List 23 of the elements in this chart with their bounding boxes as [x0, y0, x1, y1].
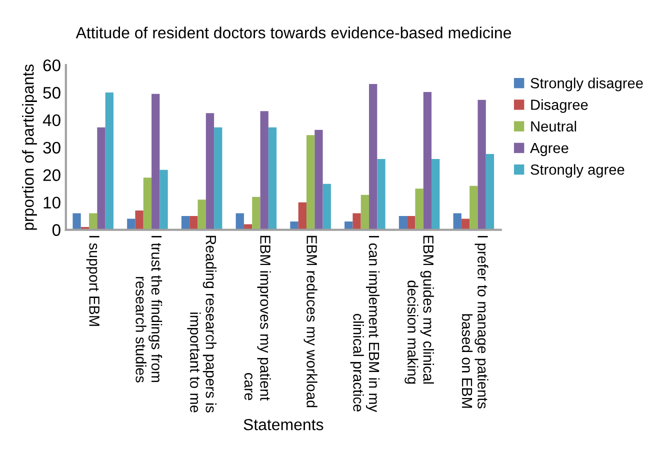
- x-tick-label: EBM guides my clinical decision making: [404, 236, 434, 384]
- y-tick-label: 20: [43, 169, 60, 182]
- x-tick-label: I can implement EBM in my clinical practice: [350, 236, 380, 412]
- y-tick-label: 40: [42, 114, 60, 126]
- legend-label: Strongly disagree: [530, 78, 643, 92]
- x-tick-label: I trust the findings from research studies: [136, 236, 162, 382]
- legend-label: Neutral: [531, 120, 576, 132]
- y-tick-label: 50: [43, 86, 60, 99]
- y-axis-title: prportion of participants: [22, 64, 37, 230]
- legend-label: Strongly agree: [530, 164, 624, 178]
- y-tick-label: 10: [44, 196, 60, 209]
- x-tick-label: I support EBM: [86, 236, 100, 326]
- y-tick-label: 60: [43, 59, 60, 72]
- x-tick-label: I prefer to manage patients based on EBM: [462, 236, 488, 408]
- legend-label: Disagree: [531, 99, 588, 113]
- y-tick-label: 30: [43, 142, 60, 154]
- y-tick-label: 0: [52, 224, 60, 236]
- x-axis-title: Statements: [244, 418, 324, 430]
- x-tick-label: EBM reduces my workload: [304, 236, 318, 408]
- chart-title: Attitude of resident doctors towards evidence-based medicine: [76, 26, 512, 38]
- legend-label: Agree: [530, 143, 568, 156]
- x-tick-label: Reading research papers is important to me: [187, 236, 216, 412]
- x-tick-label: EBM improves my patient care: [244, 236, 271, 401]
